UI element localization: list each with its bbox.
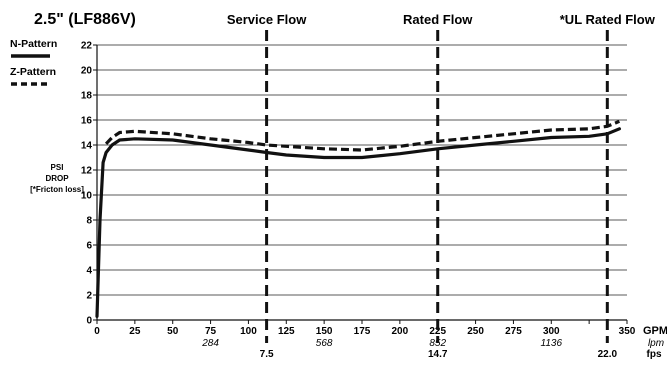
x-tick-label: 75 [205, 326, 217, 337]
x-tick-label: 150 [316, 326, 333, 337]
series-lines [95, 119, 621, 318]
lpm-tick-label: 284 [201, 338, 219, 349]
x-tick-label: 25 [129, 326, 141, 337]
x-tick-label: 100 [240, 326, 257, 337]
axes [93, 44, 628, 324]
y-tick-label: 8 [86, 216, 92, 227]
y-tick-label: 20 [81, 66, 93, 77]
y-tick-label: 0 [86, 316, 92, 327]
x-tick-label: 275 [505, 326, 522, 337]
x-tick-label: 200 [392, 326, 409, 337]
x-tick-label: 125 [278, 326, 295, 337]
y-axis-label-friction: [*Fricton loss] [30, 185, 84, 194]
y-tick-labels: 0 2 4 6 8 10 12 14 16 18 20 22 [81, 41, 93, 327]
lpm-tick-label: 852 [429, 338, 446, 349]
flow-marker-label: *UL Rated Flow [560, 12, 656, 27]
y-tick-label: 10 [81, 191, 93, 202]
series-line-n-pattern [95, 127, 621, 318]
y-axis-label-psi: PSI [51, 163, 64, 172]
flow-markers: Service Flow Rated Flow *UL Rated Flow [227, 12, 656, 343]
fps-tick-label: 7.5 [260, 349, 274, 360]
y-tick-label: 6 [86, 241, 92, 252]
y-tick-label: 18 [81, 91, 93, 102]
lpm-tick-label: 568 [316, 338, 333, 349]
gridlines [97, 44, 627, 296]
chart-title: 2.5" (LF886V) [34, 11, 136, 28]
x-axis-unit-lpm: lpm [648, 338, 664, 349]
x-tick-label: 350 [619, 326, 636, 337]
y-tick-label: 2 [86, 291, 92, 302]
legend: N-Pattern Z-Pattern [10, 38, 57, 86]
x-tick-label: 50 [167, 326, 179, 337]
x-tick-label: 250 [467, 326, 484, 337]
x-tick-label: 175 [354, 326, 371, 337]
x-tick-label: 225 [429, 326, 446, 337]
fps-tick-label: 22.0 [598, 349, 618, 360]
y-tick-label: 16 [81, 116, 93, 127]
legend-label-n-pattern: N-Pattern [10, 38, 57, 50]
lpm-tick-label: 1136 [541, 338, 563, 349]
y-tick-label: 12 [81, 166, 93, 177]
series-line-z-pattern [104, 119, 621, 152]
x-axis-unit-fps: fps [647, 349, 662, 360]
y-tick-label: 22 [81, 41, 93, 52]
y-tick-label: 4 [86, 266, 92, 277]
legend-label-z-pattern: Z-Pattern [10, 66, 56, 78]
flow-marker-label: Rated Flow [403, 12, 473, 27]
x-tick-label: 0 [94, 326, 100, 337]
x-tick-labels: 0 25 50 75 100 125 150 175 200 225 250 275 300 350 284… [94, 326, 636, 360]
x-axis-unit-gpm: GPM [643, 325, 667, 337]
x-tick-label: 300 [543, 326, 560, 337]
y-tick-label: 14 [81, 141, 93, 152]
fps-tick-label: 14.7 [428, 349, 448, 360]
y-axis-label-drop: DROP [45, 174, 69, 183]
flow-marker-label: Service Flow [227, 12, 307, 27]
